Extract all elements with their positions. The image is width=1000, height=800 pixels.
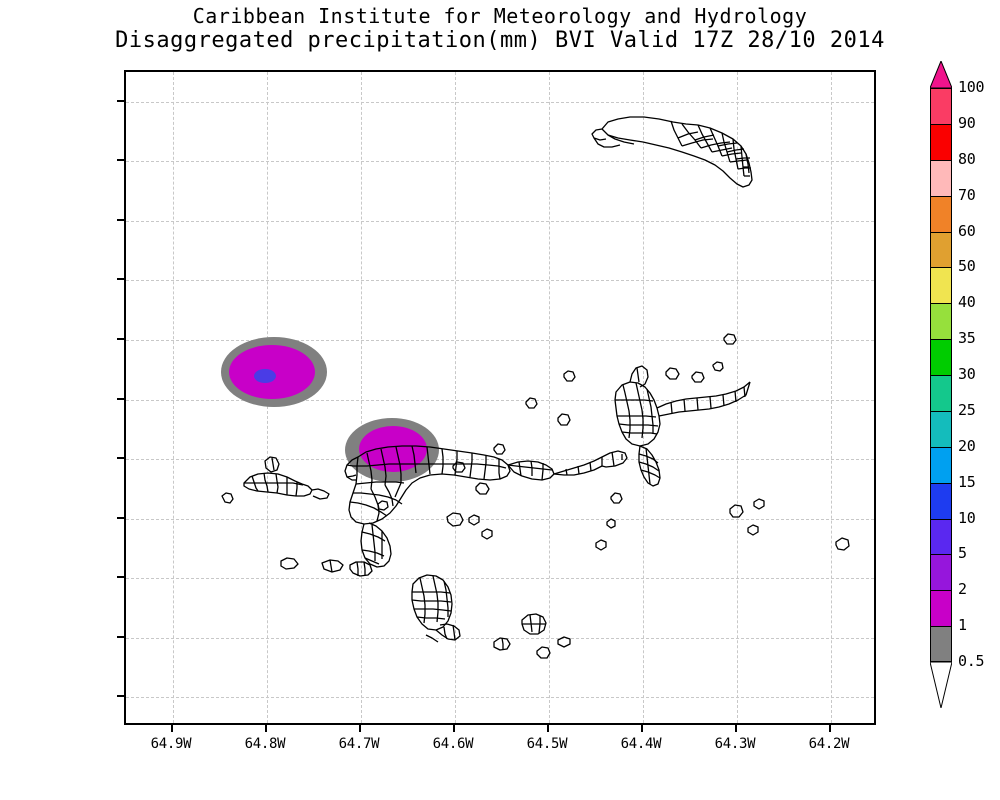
- gridline-latitude: [126, 339, 874, 341]
- colorbar-tick-label: 1: [958, 616, 967, 635]
- colorbar-band: [930, 339, 952, 375]
- colorbar-tick-label: 0.5: [958, 652, 985, 670]
- map-canvas: [126, 72, 874, 723]
- colorbar-band: [930, 195, 952, 232]
- y-tick-mark: [117, 278, 124, 281]
- map-geometry-layer: [221, 116, 850, 659]
- colorbar-band: [930, 554, 952, 591]
- gridline-latitude: [126, 161, 874, 163]
- x-tick-label: 64.6W: [432, 736, 474, 752]
- x-tick-label: 64.4W: [620, 736, 662, 752]
- x-tick-label: 64.3W: [714, 736, 756, 752]
- gridline-latitude: [126, 697, 874, 699]
- colorbar-over-arrow: [930, 61, 952, 88]
- gridline-latitude: [126, 399, 874, 401]
- colorbar-tick-label: 25: [958, 400, 976, 419]
- colorbar: [930, 88, 952, 662]
- colorbar-tick-label: 60: [958, 221, 976, 240]
- colorbar-tick-label: 20: [958, 436, 976, 455]
- gridline-longitude: [643, 72, 644, 723]
- y-tick-mark: [117, 397, 124, 400]
- colorbar-band: [930, 626, 952, 662]
- precip-cell-nw: [221, 337, 327, 407]
- colorbar-band: [930, 410, 952, 447]
- x-tick-mark: [453, 725, 455, 732]
- colorbar-band: [930, 482, 952, 519]
- colorbar-band: [930, 446, 952, 483]
- y-tick-mark: [117, 695, 124, 698]
- y-tick-mark: [117, 159, 124, 162]
- x-tick-label: 64.8W: [244, 736, 286, 752]
- gridline-latitude: [126, 280, 874, 282]
- x-tick-label: 64.2W: [808, 736, 850, 752]
- colorbar-tick-label: 5: [958, 544, 967, 563]
- colorbar-tick-label: 2: [958, 580, 967, 599]
- x-tick-mark: [829, 725, 831, 732]
- gridline-longitude: [831, 72, 832, 723]
- island-jost-van-dyke: [221, 456, 330, 504]
- x-tick-mark: [171, 725, 173, 732]
- colorbar-band: [930, 518, 952, 555]
- y-tick-mark: [117, 218, 124, 221]
- gridline-latitude: [126, 518, 874, 520]
- x-tick-mark: [359, 725, 361, 732]
- colorbar-tick-label: 90: [958, 113, 976, 132]
- colorbar-tick-label: 40: [958, 293, 976, 312]
- colorbar-tick-label: 35: [958, 329, 976, 348]
- colorbar-band: [930, 303, 952, 340]
- x-tick-mark: [265, 725, 267, 732]
- colorbar-tick-label: 15: [958, 472, 976, 491]
- colorbar-band: [930, 123, 952, 160]
- colorbar-tick-label: 70: [958, 185, 976, 204]
- island-virgin-gorda: [452, 333, 751, 529]
- colorbar-band: [930, 159, 952, 196]
- island-tortola: [280, 445, 511, 577]
- colorbar-under-arrow: [930, 662, 952, 708]
- gridline-longitude: [361, 72, 362, 723]
- colorbar-band: [930, 375, 952, 411]
- gridline-longitude: [737, 72, 738, 723]
- gridline-longitude: [549, 72, 550, 723]
- x-tick-label: 64.9W: [150, 736, 192, 752]
- colorbar-tick-label: 80: [958, 149, 976, 168]
- colorbar-band: [930, 590, 952, 627]
- gridline-latitude: [126, 578, 874, 580]
- island-anegada: [591, 116, 753, 188]
- island-southern-chain: [411, 574, 551, 659]
- colorbar-tick-label: 30: [958, 365, 976, 383]
- island-beef-island: [507, 450, 628, 481]
- precip-band-2-5-nw: [254, 369, 276, 383]
- gridline-longitude: [455, 72, 456, 723]
- islets-scattered: [377, 498, 850, 648]
- x-tick-mark: [735, 725, 737, 732]
- colorbar-tick-label: 50: [958, 257, 976, 276]
- precip-cell-central: [345, 418, 439, 482]
- figure-title-block: Caribbean Institute for Meteorology and …: [0, 4, 1000, 54]
- y-tick-mark: [117, 99, 124, 102]
- x-tick-mark: [641, 725, 643, 732]
- figure-subtitle: Disaggregated precipitation(mm) BVI Vali…: [115, 28, 885, 53]
- colorbar-band: [930, 88, 952, 124]
- colorbar-tick-label: 100: [958, 78, 985, 96]
- colorbar-tick-label: 10: [958, 508, 976, 527]
- x-tick-label: 64.7W: [338, 736, 380, 752]
- map-plot-area: [124, 70, 876, 725]
- colorbar-band: [930, 267, 952, 304]
- x-tick-label: 64.5W: [526, 736, 568, 752]
- institute-title: Caribbean Institute for Meteorology and …: [192, 4, 808, 28]
- gridline-latitude: [126, 220, 874, 222]
- y-tick-mark: [117, 337, 124, 340]
- gridline-latitude: [126, 101, 874, 103]
- colorbar-band: [930, 231, 952, 268]
- gridline-longitude: [173, 72, 174, 723]
- y-tick-mark: [117, 576, 124, 579]
- y-tick-mark: [117, 516, 124, 519]
- y-tick-mark: [117, 635, 124, 638]
- y-tick-mark: [117, 457, 124, 460]
- x-tick-mark: [547, 725, 549, 732]
- precip-band-1-2-central: [359, 426, 427, 472]
